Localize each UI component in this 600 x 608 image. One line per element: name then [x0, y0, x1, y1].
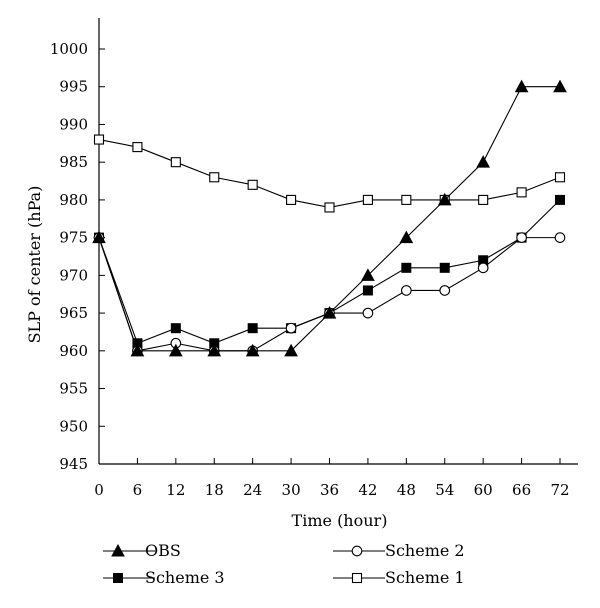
data-point-obs — [476, 155, 491, 168]
data-point-scheme-3 — [401, 262, 412, 273]
data-point-scheme-3 — [362, 285, 373, 296]
y-tick-label: 985 — [59, 153, 88, 171]
data-point-scheme-3 — [170, 323, 181, 334]
x-tick-label: 42 — [358, 481, 377, 499]
y-tick-label: 945 — [59, 455, 88, 473]
data-point-scheme-2 — [285, 322, 297, 334]
data-point-obs — [514, 79, 529, 93]
x-tick-label: 72 — [550, 481, 569, 499]
data-point-scheme-2 — [439, 285, 451, 296]
data-point-obs — [361, 268, 375, 281]
series-line-scheme-2 — [98, 237, 560, 352]
y-tick-label: 950 — [59, 417, 88, 435]
y-tick-label: 995 — [59, 78, 88, 96]
x-tick-label: 60 — [474, 481, 493, 499]
data-point-obs — [130, 343, 145, 357]
series-scheme-1 — [93, 134, 566, 213]
legend-label-scheme-3: Scheme 3 — [145, 568, 225, 587]
legend-marker-scheme-3 — [113, 573, 123, 583]
data-point-obs — [92, 230, 106, 244]
legend-label-scheme-1: Scheme 1 — [385, 568, 465, 587]
data-point-scheme-1 — [170, 157, 181, 168]
data-point-scheme-3 — [247, 323, 258, 334]
y-tick-label: 975 — [59, 229, 88, 247]
y-tick-label: 970 — [59, 266, 88, 284]
data-point-scheme-1 — [554, 172, 566, 183]
y-tick-label: 1000 — [50, 40, 88, 58]
series-scheme-2 — [93, 232, 566, 357]
y-tick-label: 955 — [59, 380, 88, 398]
data-point-scheme-1 — [247, 179, 258, 190]
series-line-scheme-1 — [98, 139, 561, 209]
x-tick-label: 66 — [512, 481, 531, 499]
data-point-scheme-2 — [400, 285, 412, 296]
data-point-scheme-2 — [516, 232, 527, 243]
x-tick-label: 12 — [166, 481, 185, 499]
data-point-scheme-1 — [362, 194, 373, 205]
legend-marker-scheme-2 — [351, 545, 363, 557]
legend-item-scheme-1: Scheme 1 — [333, 568, 465, 587]
data-point-scheme-1 — [132, 142, 143, 153]
data-point-scheme-2 — [554, 232, 566, 243]
legend-marker-obs — [111, 543, 125, 557]
data-point-scheme-1 — [209, 172, 220, 183]
legend-marker-scheme-1 — [351, 572, 363, 584]
data-point-scheme-2 — [477, 262, 489, 274]
data-point-scheme-2 — [362, 307, 374, 319]
x-axis-label: Time (hour) — [292, 511, 388, 530]
x-tick-label: 30 — [282, 481, 301, 499]
series-scheme-3 — [94, 194, 565, 349]
data-point-obs — [322, 306, 337, 319]
y-tick-label: 980 — [59, 191, 88, 209]
legend-label-scheme-2: Scheme 2 — [385, 541, 465, 560]
series-obs — [92, 79, 567, 357]
legend-label-obs: OBS — [145, 541, 181, 560]
data-point-obs — [284, 343, 298, 357]
x-tick-label: 6 — [133, 481, 143, 499]
data-point-obs — [207, 343, 222, 357]
legend-item-obs: OBS — [103, 541, 181, 560]
series-line-scheme-3 — [98, 199, 561, 344]
data-point-obs — [553, 79, 567, 93]
data-point-obs — [399, 230, 414, 244]
data-point-scheme-1 — [93, 134, 105, 145]
y-tick-label: 960 — [59, 342, 88, 360]
legend-item-scheme-2: Scheme 2 — [333, 541, 465, 560]
y-axis-label: SLP of center (hPa) — [25, 186, 44, 344]
y-tick-label: 965 — [59, 304, 88, 322]
data-point-scheme-3 — [439, 262, 450, 273]
x-tick-label: 48 — [397, 481, 416, 499]
legend-item-scheme-3: Scheme 3 — [103, 568, 225, 587]
data-point-scheme-1 — [516, 187, 527, 198]
data-point-scheme-1 — [478, 194, 489, 205]
series-layer — [92, 79, 567, 357]
x-tick-label: 18 — [205, 481, 224, 499]
data-point-scheme-1 — [286, 194, 297, 205]
data-point-scheme-1 — [324, 202, 335, 213]
data-point-obs — [437, 192, 452, 206]
data-point-scheme-3 — [555, 194, 565, 205]
x-tick-label: 0 — [94, 481, 104, 499]
data-point-obs — [245, 343, 260, 357]
x-tick-label: 24 — [243, 481, 262, 499]
y-tick-label: 990 — [59, 115, 88, 133]
x-tick-label: 36 — [320, 481, 339, 499]
x-tick-label: 54 — [435, 481, 454, 499]
legend: OBS Scheme 3 Scheme 2 Scheme 1 — [103, 541, 465, 587]
data-point-scheme-1 — [401, 194, 412, 205]
data-point-obs — [168, 343, 183, 357]
axes: 0 6 12 18 24 30 36 42 48 54 60 66 72 945 950 955 960 965 9… — [50, 18, 578, 499]
